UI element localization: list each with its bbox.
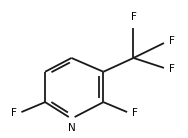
Text: F: F — [11, 108, 17, 118]
Text: F: F — [169, 36, 175, 46]
Text: F: F — [132, 108, 137, 118]
Text: N: N — [67, 123, 75, 133]
Text: F: F — [169, 64, 175, 74]
Text: F: F — [130, 12, 136, 22]
